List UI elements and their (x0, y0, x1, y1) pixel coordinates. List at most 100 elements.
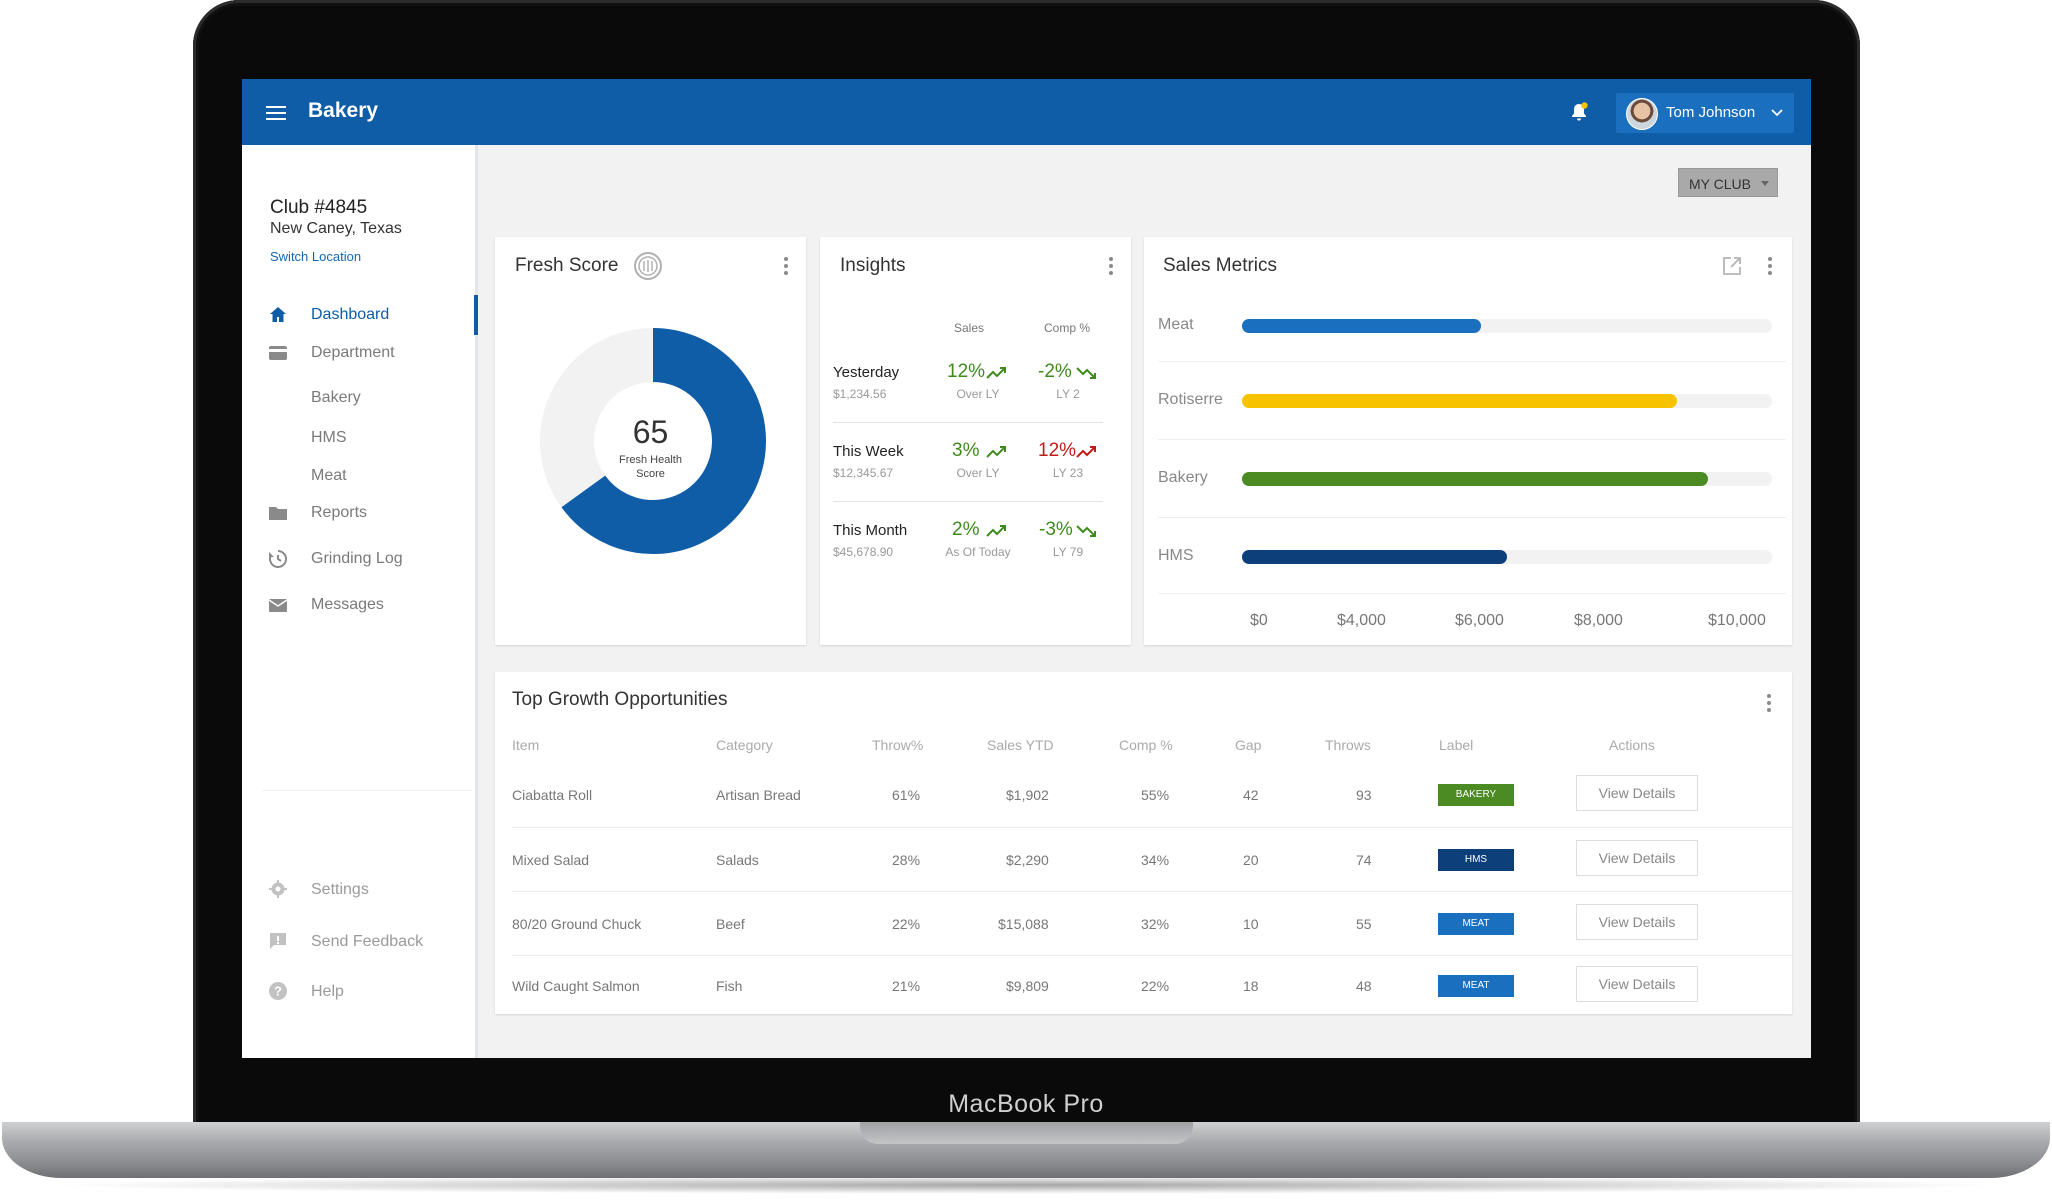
metric-bar-rotiserre (1242, 394, 1677, 408)
sidebar-item-send-feedback[interactable]: Send Feedback (242, 925, 475, 959)
card-icon (269, 346, 287, 360)
sidebar-item-settings[interactable]: Settings (242, 873, 475, 907)
sidebar-item-grinding-log[interactable]: Grinding Log (242, 539, 475, 579)
insights-sales-value: 2% (952, 519, 980, 540)
sidebar-item-department[interactable]: Department (242, 333, 475, 373)
table-row: Ciabatta Roll Artisan Bread 61% $1,902 5… (512, 763, 1792, 828)
insights-card: Insights Sales Comp % Yesterday $1,234.5… (820, 237, 1131, 645)
cell-gap: 10 (1243, 916, 1259, 932)
donut-fill (540, 328, 766, 554)
history-icon (269, 550, 287, 568)
column-header-throws: Throws (1325, 737, 1371, 753)
cell-item: Wild Caught Salmon (512, 978, 640, 994)
sidebar-item-help[interactable]: ? Help (242, 975, 475, 1009)
sidebar-item-reports[interactable]: Reports (242, 493, 475, 533)
trend-down-icon (1076, 525, 1096, 537)
axis-tick: $4,000 (1337, 612, 1386, 629)
sidebar-subitem-bakery[interactable]: Bakery (311, 389, 361, 406)
metric-track (1242, 472, 1772, 486)
sales-metrics-more-icon[interactable] (1768, 257, 1772, 275)
sidebar-item-messages[interactable]: Messages (242, 585, 475, 625)
insights-more-icon[interactable] (1109, 257, 1113, 275)
column-header-gap: Gap (1235, 737, 1262, 753)
cell-sales-ytd: $15,088 (998, 916, 1049, 932)
chevron-down-icon (1771, 109, 1783, 117)
axis-tick: $8,000 (1574, 612, 1623, 629)
cell-comp: 32% (1141, 916, 1170, 932)
insights-sales-sub: Over LY (956, 387, 1000, 401)
insights-period: This Month (833, 522, 908, 539)
metric-bar-meat (1242, 319, 1481, 333)
notification-bell-icon[interactable] (1568, 101, 1590, 123)
mail-icon (268, 599, 288, 612)
fresh-score-value: 65 (632, 414, 669, 450)
cell-sales-ytd: $2,290 (1006, 852, 1049, 868)
table-row: 80/20 Ground Chuck Beef 22% $15,088 32% … (512, 892, 1792, 956)
insights-comp-sub: LY 79 (1052, 545, 1084, 559)
trend-up-icon (986, 446, 1006, 458)
metric-track (1242, 550, 1772, 564)
growth-more-icon[interactable] (1767, 694, 1771, 712)
sales-metrics-card: Sales Metrics Meat Rotiserre Bakery HMS … (1144, 237, 1792, 645)
card-title: Fresh Score (515, 255, 619, 276)
insights-sales-value: 3% (952, 440, 980, 461)
cell-throw: 61% (892, 787, 921, 803)
insights-amount: $12,345.67 (833, 466, 894, 480)
club-location: New Caney, Texas (270, 220, 402, 237)
user-menu-button[interactable]: Tom Johnson (1616, 93, 1794, 133)
column-header-item: Item (512, 737, 540, 753)
insights-comp-value: 12% (1038, 440, 1077, 461)
column-header-sales-ytd: Sales YTD (987, 737, 1054, 753)
cell-category: Beef (716, 916, 745, 932)
cell-comp: 22% (1141, 978, 1170, 994)
sidebar-item-dashboard[interactable]: Dashboard (242, 295, 478, 335)
fresh-score-more-icon[interactable] (784, 257, 788, 275)
insights-amount: $1,234.56 (833, 387, 887, 401)
caret-down-icon (1761, 181, 1769, 186)
insights-divider (833, 501, 1103, 502)
view-details-button[interactable]: View Details (1576, 966, 1698, 1002)
card-title: Top Growth Opportunities (512, 689, 728, 710)
insights-period: This Week (833, 443, 904, 460)
cell-throw: 22% (892, 916, 921, 932)
insights-row: This Month $45,678.90 2% As Of Today -3%… (833, 519, 1096, 600)
switch-location-link[interactable]: Switch Location (270, 249, 362, 264)
fresh-logo-icon (634, 252, 662, 280)
sidebar-item-label: Grinding Log (311, 550, 403, 567)
sidebar-subitem-hms[interactable]: HMS (311, 429, 347, 446)
folder-icon (269, 507, 287, 520)
label-badge: MEAT (1438, 975, 1514, 997)
cell-comp: 34% (1141, 852, 1170, 868)
sidebar-item-label: Settings (311, 881, 369, 898)
sidebar-subitem-meat[interactable]: Meat (311, 467, 347, 484)
cell-item: 80/20 Ground Chuck (512, 916, 642, 932)
my-club-dropdown[interactable]: MY CLUB (1678, 168, 1778, 197)
view-details-button[interactable]: View Details (1576, 840, 1698, 876)
cell-gap: 42 (1243, 787, 1259, 803)
laptop-shadow (40, 1176, 2012, 1194)
cell-category: Salads (716, 852, 759, 868)
sidebar-item-label: Dashboard (311, 306, 390, 323)
hamburger-menu-icon[interactable] (266, 106, 286, 120)
insights-sales-sub: Over LY (956, 466, 1000, 480)
my-club-label: MY CLUB (1689, 176, 1751, 192)
cell-gap: 18 (1243, 978, 1259, 994)
user-name: Tom Johnson (1666, 104, 1756, 121)
view-details-button[interactable]: View Details (1576, 904, 1698, 940)
trend-up-icon (1076, 446, 1096, 458)
column-header-comp: Comp % (1119, 737, 1173, 753)
svg-text:?: ? (274, 984, 282, 999)
sidebar-item-label: Messages (311, 596, 384, 613)
trend-up-icon (986, 367, 1006, 379)
insights-comp-header: Comp % (1044, 321, 1091, 335)
view-details-button[interactable]: View Details (1576, 775, 1698, 811)
column-header-label: Label (1439, 737, 1474, 753)
home-icon (270, 307, 286, 322)
open-in-new-icon[interactable] (1722, 256, 1742, 276)
metric-divider (1158, 439, 1786, 440)
cell-sales-ytd: $1,902 (1006, 787, 1049, 803)
insights-row: Yesterday $1,234.56 12% Over LY -2% LY 2 (833, 361, 1096, 442)
column-header-throw: Throw% (872, 737, 924, 753)
feedback-icon (270, 933, 286, 949)
club-name: Club #4845 (270, 197, 368, 218)
